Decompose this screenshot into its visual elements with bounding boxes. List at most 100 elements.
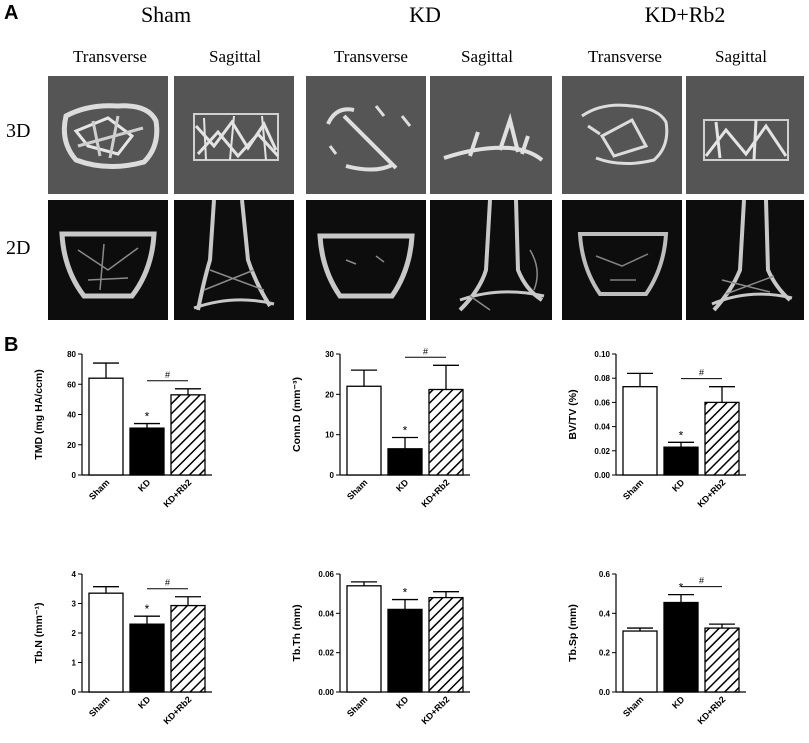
group-title-kd: KD (409, 2, 441, 27)
x-tick-label: KD (136, 477, 153, 494)
row-label-2d: 2D (6, 237, 31, 259)
bar (704, 627, 740, 693)
x-tick-label: KD (670, 694, 687, 711)
bar (346, 585, 382, 693)
y-tick-label: 30 (325, 350, 334, 359)
bar (663, 601, 699, 693)
y-tick-label: 20 (67, 441, 76, 450)
x-tick-label: KD (394, 694, 411, 711)
x-tick-label: Sham (621, 477, 645, 501)
x-tick-label: Sham (345, 477, 369, 501)
x-tick-label: KD+Rb2 (695, 694, 727, 726)
y-tick-label: 0.04 (594, 423, 610, 432)
bar (129, 427, 165, 476)
y-tick-label: 0.4 (599, 609, 611, 618)
y-tick-label: 0.6 (599, 570, 611, 579)
y-tick-label: 40 (67, 411, 76, 420)
significance-star: * (679, 581, 684, 595)
significance-hash: # (699, 576, 704, 586)
view-label-transverse: Transverse (73, 47, 147, 66)
view-label-sagittal: Sagittal (209, 47, 261, 66)
x-tick-label: KD (394, 477, 411, 494)
bar (387, 608, 423, 693)
view-label-sagittal: Sagittal (461, 47, 513, 66)
sham-transverse-3d-image (48, 76, 168, 194)
y-tick-label: 4 (72, 570, 77, 579)
x-tick-label: KD+Rb2 (161, 694, 193, 726)
view-label-transverse: Transverse (588, 47, 662, 66)
bar (428, 388, 464, 476)
bar (428, 596, 464, 693)
x-tick-label: Sham (87, 477, 111, 501)
y-tick-label: 60 (67, 380, 76, 389)
group-title-sham: Sham (140, 2, 192, 27)
significance-star: * (145, 410, 150, 424)
y-tick-label: 0.2 (599, 649, 611, 658)
x-tick-label: KD (670, 477, 687, 494)
bar (622, 630, 658, 693)
significance-star: * (403, 586, 408, 600)
x-tick-label: Sham (345, 694, 369, 718)
y-axis-label: BV/TV (%) (567, 389, 579, 439)
x-tick-label: KD+Rb2 (161, 477, 193, 509)
significance-star: * (145, 602, 150, 616)
bar (170, 394, 206, 476)
x-tick-label: KD (136, 694, 153, 711)
kd-transverse-3d-image (306, 76, 426, 194)
y-tick-label: 0.0 (599, 688, 611, 697)
y-tick-label: 0.00 (594, 471, 610, 480)
view-label-transverse: Transverse (334, 47, 408, 66)
bar (387, 448, 423, 476)
y-tick-label: 3 (72, 600, 77, 609)
y-tick-label: 2 (72, 629, 77, 638)
x-tick-label: KD+Rb2 (419, 477, 451, 509)
panel-b-letter: B (4, 334, 19, 356)
y-tick-label: 10 (325, 431, 334, 440)
y-tick-label: 20 (325, 390, 334, 399)
y-tick-label: 0.04 (318, 609, 334, 618)
bar (704, 401, 740, 476)
kd-rb2-sagittal-3d-image (686, 76, 804, 194)
y-tick-label: 0.08 (594, 374, 610, 383)
significance-hash: # (423, 346, 428, 356)
significance-hash: # (699, 368, 704, 378)
sham-sagittal-2d-image (174, 200, 294, 320)
kd-rb2-sagittal-2d-image (686, 200, 804, 320)
significance-hash: # (165, 370, 170, 380)
x-tick-label: Sham (621, 694, 645, 718)
y-axis-label: Tb.Th (mm) (291, 604, 303, 661)
y-axis-label: Conn.D (mm⁻³) (291, 377, 303, 452)
kd-sagittal-3d-image (430, 76, 552, 194)
y-tick-label: 0.06 (318, 570, 334, 579)
group-title-kd-rb2: KD+Rb2 (644, 2, 726, 27)
view-label-sagittal: Sagittal (715, 47, 767, 66)
y-tick-label: 0.10 (594, 350, 610, 359)
x-tick-label: Sham (87, 694, 111, 718)
y-tick-label: 1 (72, 659, 77, 668)
kd-sagittal-2d-image (430, 200, 552, 320)
y-tick-label: 0.02 (594, 447, 610, 456)
y-tick-label: 0.06 (594, 398, 610, 407)
y-tick-label: 80 (67, 350, 76, 359)
bar (663, 446, 699, 476)
bar (88, 377, 124, 476)
y-axis-label: TMD (mg HA/ccm) (33, 369, 45, 459)
bar (129, 623, 165, 693)
y-tick-label: 0 (72, 688, 77, 697)
y-tick-label: 0 (330, 471, 335, 480)
bar (170, 604, 206, 693)
y-tick-label: 0.00 (318, 688, 334, 697)
kd-rb2-transverse-3d-image (562, 76, 682, 194)
sham-transverse-2d-image (48, 200, 168, 320)
significance-star: * (403, 423, 408, 437)
panel-a-letter: A (4, 2, 19, 24)
significance-hash: # (165, 578, 170, 588)
y-axis-label: Tb.Sp (mm) (567, 604, 579, 662)
kd-transverse-2d-image (306, 200, 426, 320)
bar (622, 386, 658, 476)
y-tick-label: 0.02 (318, 649, 334, 658)
bar (88, 592, 124, 693)
y-axis-label: Tb.N (mm⁻¹) (33, 603, 45, 664)
significance-star: * (679, 428, 684, 442)
y-tick-label: 0 (72, 471, 77, 480)
